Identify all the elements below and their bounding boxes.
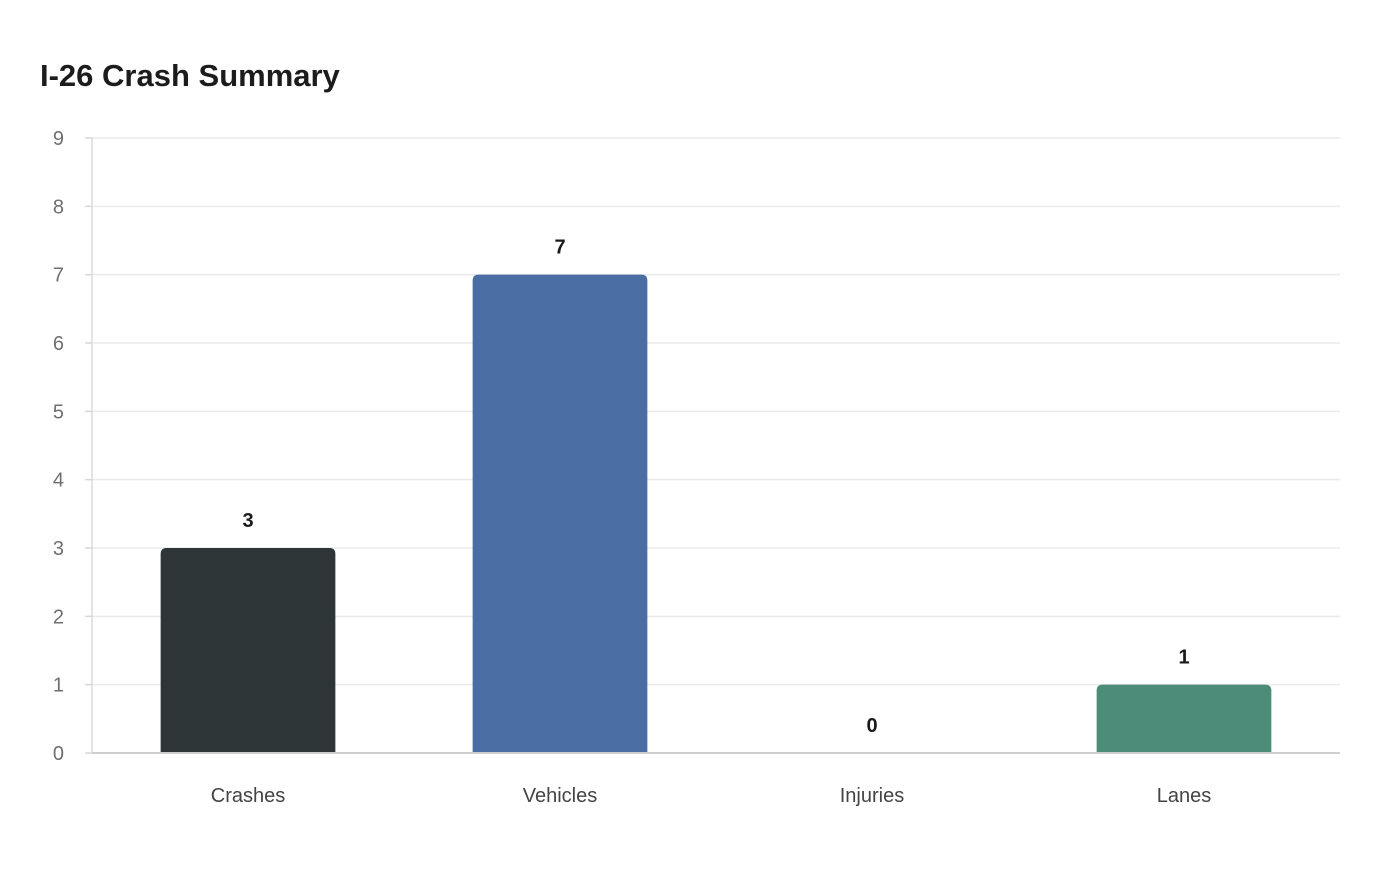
data-label: 0 xyxy=(866,715,877,737)
x-tick-label: Lanes xyxy=(1157,785,1212,807)
data-label: 7 xyxy=(554,237,565,259)
bars xyxy=(160,274,1272,753)
y-tick-label: 4 xyxy=(53,470,64,492)
x-tick-label: Vehicles xyxy=(523,785,598,807)
data-label: 3 xyxy=(242,510,253,532)
y-tick-label: 7 xyxy=(53,265,64,287)
chart-title: I-26 Crash Summary xyxy=(40,58,340,93)
y-tick-label: 8 xyxy=(53,196,64,218)
x-tick-label: Injuries xyxy=(840,785,904,807)
y-tick-label: 6 xyxy=(53,333,64,355)
bar-lanes xyxy=(1096,684,1272,753)
data-label: 1 xyxy=(1178,647,1189,669)
bar-vehicles xyxy=(472,274,648,753)
y-tick-label: 9 xyxy=(53,128,64,150)
y-tick-label: 5 xyxy=(53,401,64,423)
y-tick-label: 0 xyxy=(53,743,64,765)
y-tick-label: 3 xyxy=(53,538,64,560)
x-tick-label: Crashes xyxy=(211,785,285,807)
y-tick-label: 1 xyxy=(53,675,64,697)
axes xyxy=(85,137,1340,754)
y-tick-label: 2 xyxy=(53,606,64,628)
bar-crashes xyxy=(160,548,336,753)
labels: 0 1 2 3 4 5 6 7 8 9 3 Crashes 7 Vehicles 0 Injuries 1 Lan… xyxy=(53,128,1211,807)
